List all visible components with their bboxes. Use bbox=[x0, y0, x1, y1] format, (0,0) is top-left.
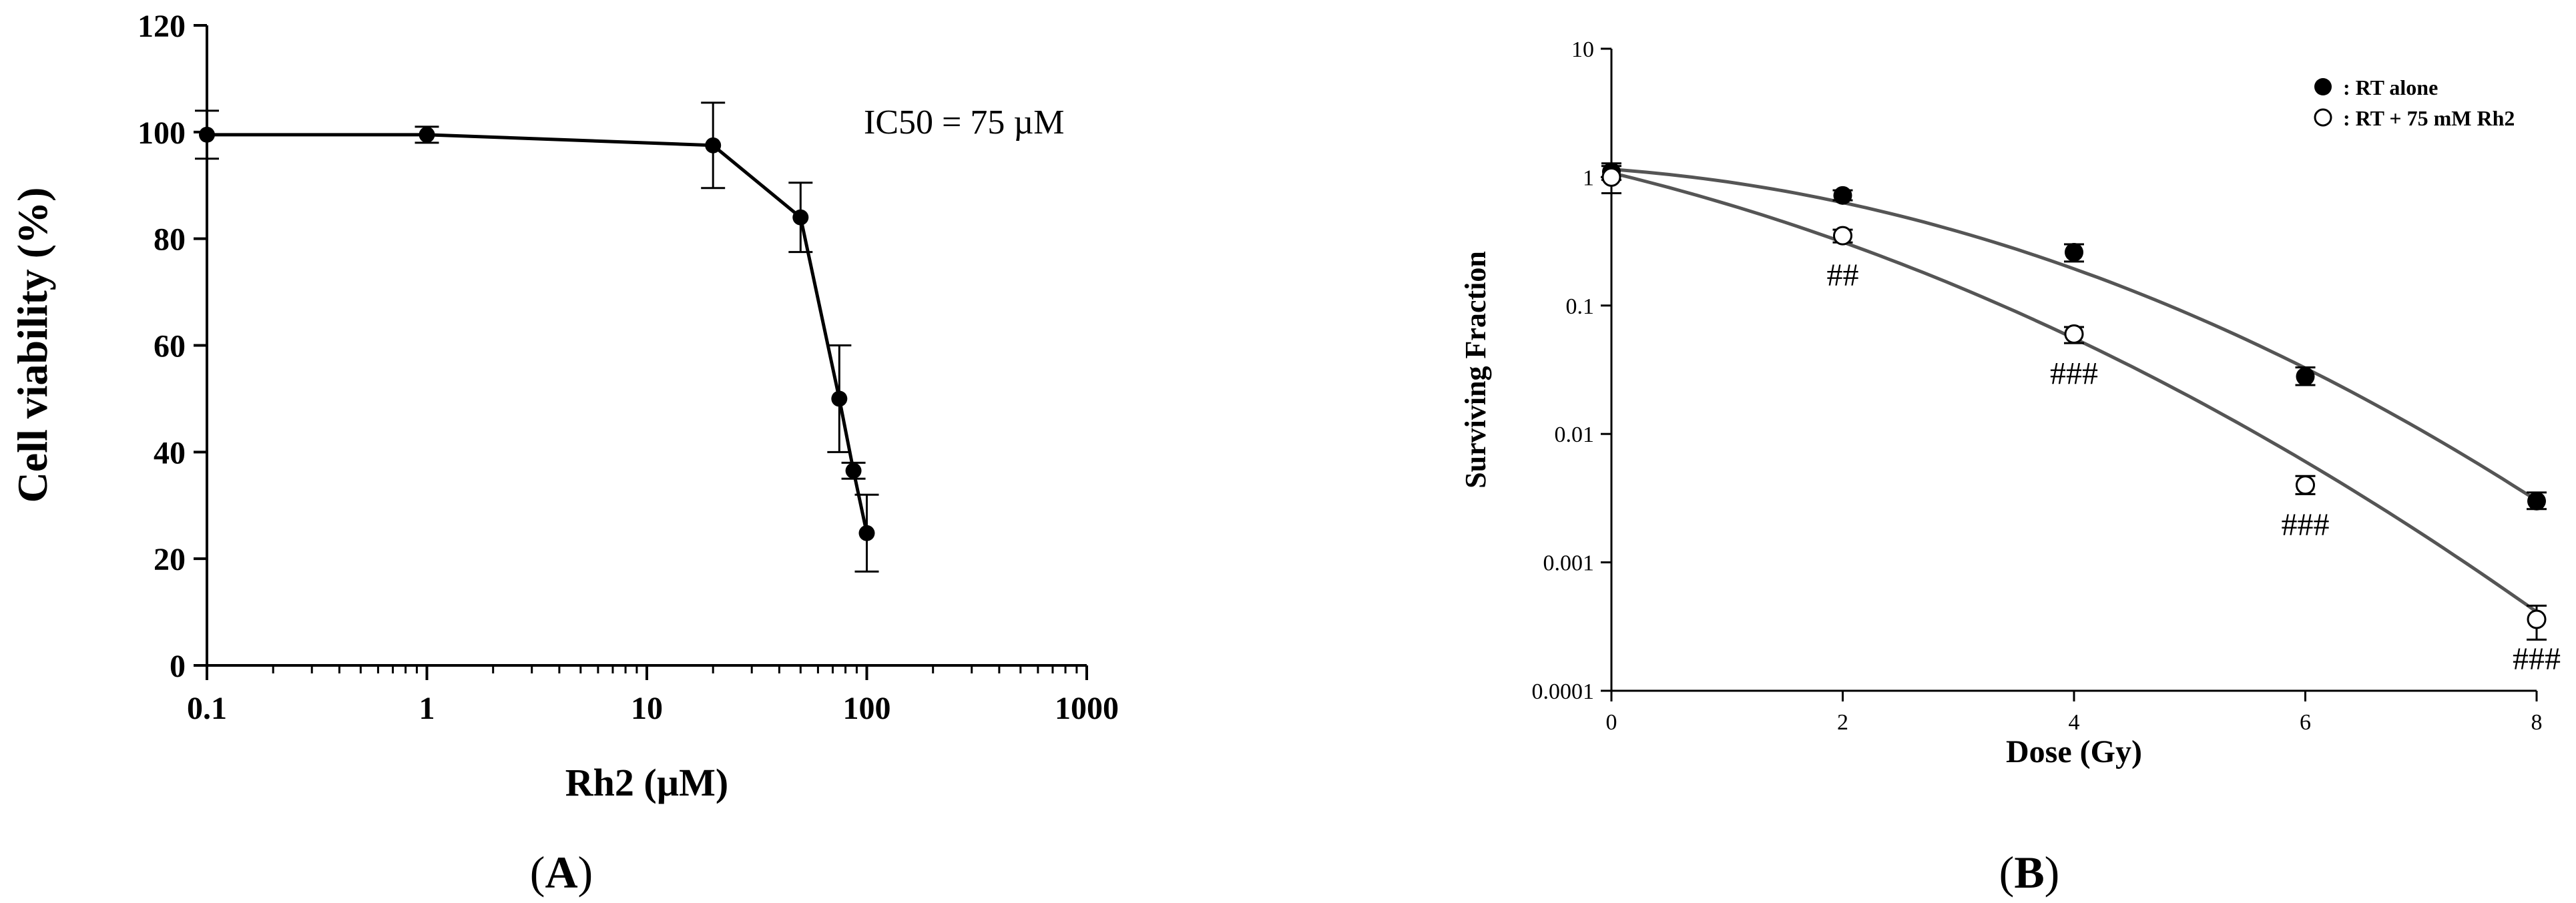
chart-b-point-rt-rh2 bbox=[1601, 167, 1621, 187]
chart-a-x-ticks: 0.1 1 10 100 1000 bbox=[187, 665, 1119, 726]
chart-b-point-rt-alone bbox=[1833, 186, 1852, 205]
chart-b-x-tick-label: 2 bbox=[1837, 710, 1848, 735]
chart-a-y-tick-label: 0 bbox=[170, 649, 186, 684]
chart-b-significance-label: ### bbox=[2513, 641, 2561, 677]
chart-b-point-rt-rh2 bbox=[1833, 226, 1852, 246]
chart-a-y-tick-label: 40 bbox=[154, 435, 186, 471]
chart-b-significance-label: ## bbox=[1827, 258, 1859, 293]
chart-b-annotations: ########### bbox=[1827, 258, 2561, 677]
chart-b-y-label: Surviving Fraction bbox=[1459, 251, 1492, 489]
chart-a-y-tick-label: 100 bbox=[138, 115, 186, 151]
chart-b-y-tick-label: 0.001 bbox=[1543, 551, 1595, 576]
chart-b-significance-label: ### bbox=[2282, 507, 2330, 543]
chart-a-points bbox=[199, 126, 875, 541]
chart-b-point-rt-rh2 bbox=[2296, 475, 2315, 495]
chart-b-y-tick-label: 0.01 bbox=[1555, 422, 1595, 447]
legend-marker-rt-rh2 bbox=[2314, 108, 2332, 127]
chart-a-point bbox=[419, 126, 435, 143]
chart-a-point bbox=[831, 390, 848, 407]
chart-a-x-tick-label: 1 bbox=[419, 691, 435, 726]
chart-b-x-tick-label: 8 bbox=[2531, 710, 2543, 735]
chart-a-x-tick-label: 1000 bbox=[1055, 691, 1119, 726]
chart-a: 0 20 40 60 80 100 120 0.1 1 10 100 1000 IC50 = 75 … bbox=[9, 9, 1119, 898]
chart-b-point-rt-alone bbox=[2527, 491, 2546, 511]
chart-b-point-rt-rh2 bbox=[2527, 609, 2547, 629]
chart-a-point bbox=[199, 126, 215, 143]
chart-a-point bbox=[705, 137, 722, 154]
chart-b-x-tick-label: 6 bbox=[2300, 710, 2311, 735]
chart-a-point bbox=[858, 525, 875, 541]
chart-a-y-tick-label: 60 bbox=[154, 329, 186, 364]
chart-b-point-rt-alone bbox=[2296, 367, 2315, 386]
chart-b-significance-label: ### bbox=[2050, 356, 2098, 391]
chart-a-x-label: Rh2 (µM) bbox=[565, 761, 728, 804]
chart-a-x-tick-label: 10 bbox=[631, 691, 663, 726]
chart-b-y-tick-label: 1 bbox=[1583, 166, 1594, 190]
chart-b-y-tick-label: 10 bbox=[1571, 37, 1594, 62]
chart-a-y-label: Cell viability (%) bbox=[9, 188, 56, 503]
chart-b-x-label: Dose (Gy) bbox=[2006, 734, 2142, 770]
chart-a-error-bars bbox=[195, 101, 879, 573]
panel-label-b: (B) bbox=[1999, 847, 2060, 898]
legend-marker-rt-alone bbox=[2314, 78, 2332, 95]
chart-a-y-tick-label: 20 bbox=[154, 542, 186, 577]
chart-b-points bbox=[1601, 162, 2547, 629]
chart-b-y-tick-label: 0.0001 bbox=[1532, 679, 1595, 704]
chart-a-series-line bbox=[207, 133, 868, 534]
chart-b-legend: : RT alone : RT + 75 mM Rh2 bbox=[2314, 75, 2515, 130]
panel-label-a: (A) bbox=[530, 847, 593, 898]
chart-b-x-tick-label: 4 bbox=[2069, 710, 2080, 735]
chart-b-fit-rt-rh2 bbox=[1611, 171, 2538, 613]
legend-label-rt-rh2: : RT + 75 mM Rh2 bbox=[2343, 106, 2515, 130]
chart-a-point bbox=[845, 463, 862, 479]
chart-b-error-bars bbox=[1601, 162, 2547, 641]
chart-b-point-rt-rh2 bbox=[2064, 324, 2084, 344]
chart-b-point-rt-alone bbox=[2065, 242, 2083, 262]
chart-b-y-ticks: 0.0001 0.001 0.01 0.1 1 10 bbox=[1532, 37, 1611, 704]
chart-a-y-tick-label: 80 bbox=[154, 222, 186, 258]
chart-a-x-tick-label: 100 bbox=[843, 691, 891, 726]
chart-a-y-tick-label: 120 bbox=[138, 9, 186, 44]
chart-b-fit-rt-alone bbox=[1611, 168, 2538, 502]
chart-b-x-ticks: 0 2 4 6 8 bbox=[1606, 691, 2543, 735]
chart-b-x-tick-label: 0 bbox=[1606, 710, 1617, 735]
chart-b-y-tick-label: 0.1 bbox=[1566, 294, 1595, 319]
chart-a-point bbox=[792, 209, 809, 226]
chart-a-annotation: IC50 = 75 µM bbox=[864, 103, 1065, 141]
chart-a-x-tick-label: 0.1 bbox=[187, 691, 227, 726]
legend-label-rt-alone: : RT alone bbox=[2343, 75, 2438, 99]
